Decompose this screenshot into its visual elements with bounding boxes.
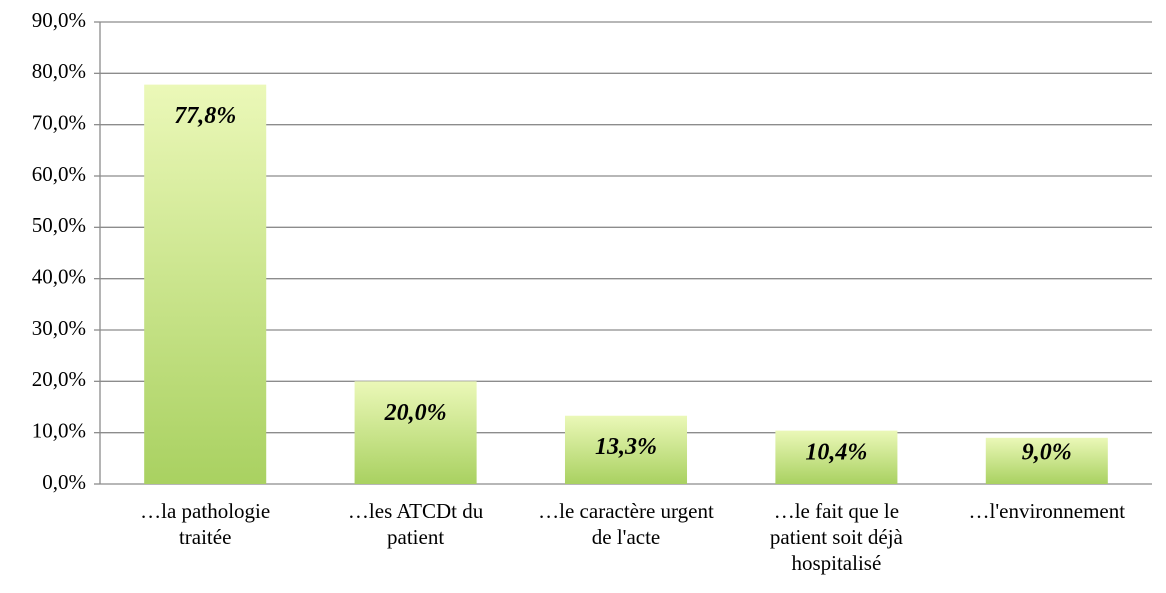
y-tick-label: 80,0% xyxy=(32,59,86,83)
y-tick-label: 50,0% xyxy=(32,213,86,237)
bar xyxy=(564,415,688,484)
x-tick-label: …la pathologie traitée xyxy=(140,499,271,549)
data-label: 13,3% xyxy=(595,434,657,460)
data-label: 10,4% xyxy=(805,440,867,466)
x-tick-label: …le caractère urgent de l'acte xyxy=(538,499,714,549)
y-tick-label: 90,0% xyxy=(32,8,86,32)
data-label: 9,0% xyxy=(1022,440,1072,466)
bar xyxy=(775,430,898,484)
bar xyxy=(144,84,267,485)
y-tick-label: 60,0% xyxy=(32,162,86,186)
bar xyxy=(985,437,1108,484)
x-tick-label: …le fait que le patient soit déjà hospit… xyxy=(769,499,903,575)
bar xyxy=(354,381,477,484)
y-tick-label: 10,0% xyxy=(32,418,86,442)
y-tick-label: 20,0% xyxy=(32,367,86,391)
y-tick-label: 40,0% xyxy=(32,264,86,288)
y-tick-label: 30,0% xyxy=(32,316,86,340)
y-tick-label: 0,0% xyxy=(42,470,86,494)
data-label: 20,0% xyxy=(384,400,447,426)
y-tick-label: 70,0% xyxy=(32,110,86,134)
x-tick-label: …l'environnement xyxy=(968,499,1126,523)
data-label: 77,8% xyxy=(174,103,236,129)
x-tick-label: …les ATCDt du patient xyxy=(347,499,484,549)
